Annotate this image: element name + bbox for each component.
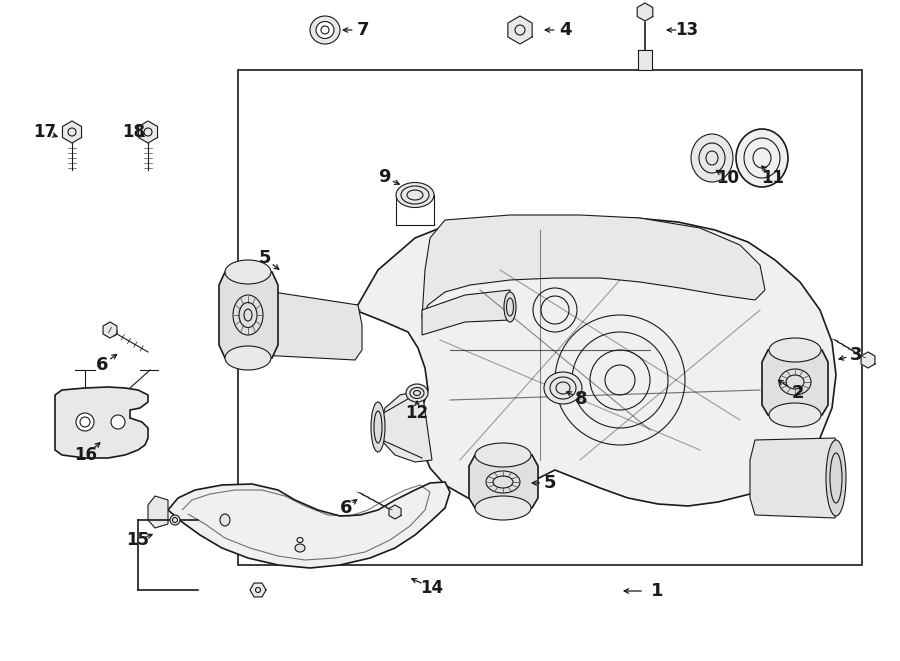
Polygon shape <box>508 16 532 44</box>
Text: 9: 9 <box>378 168 391 186</box>
Ellipse shape <box>691 134 733 182</box>
Text: 13: 13 <box>675 21 698 39</box>
Text: 1: 1 <box>651 582 663 600</box>
Polygon shape <box>355 218 836 506</box>
Polygon shape <box>469 455 538 508</box>
Ellipse shape <box>111 415 125 429</box>
Ellipse shape <box>475 496 531 520</box>
Polygon shape <box>422 215 765 318</box>
Polygon shape <box>62 121 82 143</box>
Ellipse shape <box>251 293 273 353</box>
Ellipse shape <box>310 16 340 44</box>
Text: 2: 2 <box>792 384 805 402</box>
Text: 5: 5 <box>544 474 556 492</box>
Polygon shape <box>762 350 828 415</box>
Ellipse shape <box>76 413 94 431</box>
Polygon shape <box>219 272 278 358</box>
Text: 6: 6 <box>95 356 108 374</box>
Polygon shape <box>637 3 652 21</box>
Ellipse shape <box>475 443 531 467</box>
Text: 14: 14 <box>420 579 444 597</box>
Polygon shape <box>750 438 840 518</box>
Text: 12: 12 <box>405 404 428 422</box>
Ellipse shape <box>406 384 428 402</box>
Ellipse shape <box>225 346 271 370</box>
Polygon shape <box>139 121 158 143</box>
Polygon shape <box>148 496 168 528</box>
Ellipse shape <box>371 402 385 452</box>
Text: 18: 18 <box>122 123 146 141</box>
Ellipse shape <box>736 129 788 187</box>
Ellipse shape <box>396 182 434 208</box>
Polygon shape <box>380 390 432 462</box>
Polygon shape <box>255 290 362 360</box>
Ellipse shape <box>225 260 271 284</box>
Ellipse shape <box>504 292 516 322</box>
Text: 15: 15 <box>127 531 149 549</box>
Text: 10: 10 <box>716 169 740 187</box>
Text: 16: 16 <box>75 446 97 464</box>
Polygon shape <box>422 290 510 335</box>
Text: 4: 4 <box>559 21 572 39</box>
Text: 7: 7 <box>356 21 369 39</box>
Bar <box>238 70 862 565</box>
Ellipse shape <box>826 440 846 516</box>
Ellipse shape <box>170 515 180 525</box>
Text: 8: 8 <box>575 390 588 408</box>
Polygon shape <box>389 505 401 519</box>
Ellipse shape <box>220 514 230 526</box>
Ellipse shape <box>769 338 821 362</box>
Text: 3: 3 <box>850 346 862 364</box>
Ellipse shape <box>316 22 334 38</box>
Polygon shape <box>250 583 266 597</box>
Text: 6: 6 <box>340 499 352 517</box>
Polygon shape <box>55 387 148 458</box>
Text: 17: 17 <box>33 123 57 141</box>
Ellipse shape <box>295 544 305 552</box>
Ellipse shape <box>769 403 821 427</box>
Polygon shape <box>168 482 450 568</box>
Text: 5: 5 <box>259 249 271 267</box>
Polygon shape <box>104 322 117 338</box>
Polygon shape <box>861 352 875 368</box>
Bar <box>638 50 652 70</box>
Ellipse shape <box>472 446 527 490</box>
Ellipse shape <box>544 372 582 404</box>
Text: 11: 11 <box>761 169 785 187</box>
